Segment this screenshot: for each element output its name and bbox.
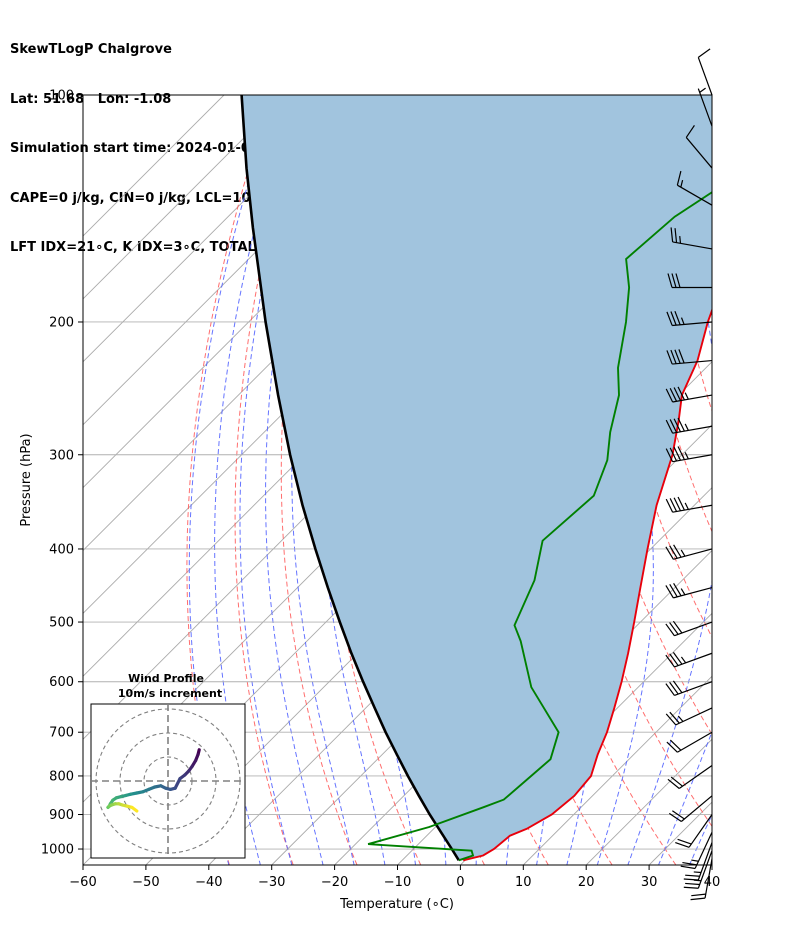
x-tick-label: −40	[195, 875, 222, 890]
axes: −60 −50 −40 −30 −20 −10 0 10 20 30 40 1000 900 800 700…	[41, 89, 720, 891]
moist-adiabat-line	[214, 95, 294, 865]
wind-barb	[665, 446, 713, 463]
wind-barb	[685, 125, 713, 169]
x-tick-label: 20	[578, 875, 595, 890]
x-tick-label: −60	[69, 875, 96, 890]
x-axis-label: Temperature (∘C)	[339, 897, 454, 912]
y-tick-label: 100	[49, 89, 74, 104]
wind-barb	[666, 731, 713, 753]
wind-barb	[683, 842, 713, 881]
dry-adiabat-line	[629, 95, 712, 533]
wind-barb	[665, 496, 713, 513]
y-tick-label: 800	[49, 769, 74, 784]
x-tick-label: 40	[704, 875, 721, 890]
wind-barb	[666, 349, 713, 365]
wind-barb	[670, 227, 713, 250]
isotherm-line	[711, 864, 712, 865]
wind-barb	[680, 831, 713, 870]
temperature-line	[462, 307, 712, 862]
y-tick-label: 700	[49, 726, 74, 741]
x-tick-label: 0	[456, 875, 464, 890]
moist-adiabat-line	[239, 95, 311, 865]
wind-barb	[667, 765, 713, 789]
wind-barb	[665, 544, 713, 560]
wind-barb	[668, 795, 713, 823]
y-tick-label: 500	[49, 616, 74, 631]
x-tick-label: −10	[384, 875, 411, 890]
isotherm-line	[83, 95, 225, 237]
isotherm-line	[83, 95, 351, 363]
wind-barb	[665, 707, 713, 726]
moist-adiabat-line	[658, 730, 712, 865]
dry-adiabat-line	[728, 95, 794, 865]
y-tick-label: 600	[49, 675, 74, 690]
x-tick-label: −20	[321, 875, 348, 890]
hodograph-subtitle: 10m/s increment	[118, 687, 222, 700]
moist-adiabat-line	[188, 95, 277, 865]
x-tick-label: −30	[258, 875, 285, 890]
parcel-profile-line	[240, 95, 460, 861]
wind-barb	[666, 310, 713, 327]
wind-barb	[665, 620, 713, 637]
cin-shaded-area	[241, 95, 712, 861]
hodograph-title: Wind Profile	[128, 672, 204, 685]
wind-barb	[697, 48, 713, 96]
y-tick-label: 1000	[41, 843, 74, 858]
y-tick-label: 200	[49, 315, 74, 330]
cape-cin-shading	[241, 95, 712, 861]
x-tick-label: −50	[132, 875, 159, 890]
isotherm-line	[522, 675, 712, 865]
wind-barb	[676, 170, 713, 206]
y-tick-label: 900	[49, 808, 74, 823]
hodograph-segment	[173, 776, 182, 790]
wind-barb	[697, 87, 713, 127]
wind-barb	[675, 814, 713, 848]
y-tick-label: 300	[49, 448, 74, 463]
dry-adiabat-line	[186, 95, 273, 865]
y-axis-label: Pressure (hPa)	[19, 433, 34, 526]
wind-barb	[665, 652, 713, 668]
wind-barb	[665, 417, 713, 434]
hodograph-content	[91, 704, 245, 858]
hodograph-segment	[130, 805, 139, 813]
hodograph-inset: Wind Profile 10m/s increment	[90, 672, 246, 859]
moist-adiabat-line	[627, 95, 712, 865]
wind-barb	[665, 583, 713, 599]
wind-barbs	[665, 48, 713, 901]
dewpoint-line	[367, 191, 712, 862]
dry-adiabat-line	[761, 95, 794, 865]
wind-barb	[665, 680, 713, 696]
x-tick-label: 30	[641, 875, 658, 890]
wind-barb	[690, 858, 713, 901]
isotherm-line	[83, 95, 288, 300]
wind-barb	[667, 273, 712, 289]
wind-barb	[665, 386, 713, 403]
station-title: SkewTLogP Chalgrove	[10, 42, 172, 57]
y-tick-label: 400	[49, 542, 74, 557]
moist-adiabat-line	[265, 95, 329, 865]
x-tick-label: 10	[515, 875, 532, 890]
profile-lines	[240, 95, 712, 862]
